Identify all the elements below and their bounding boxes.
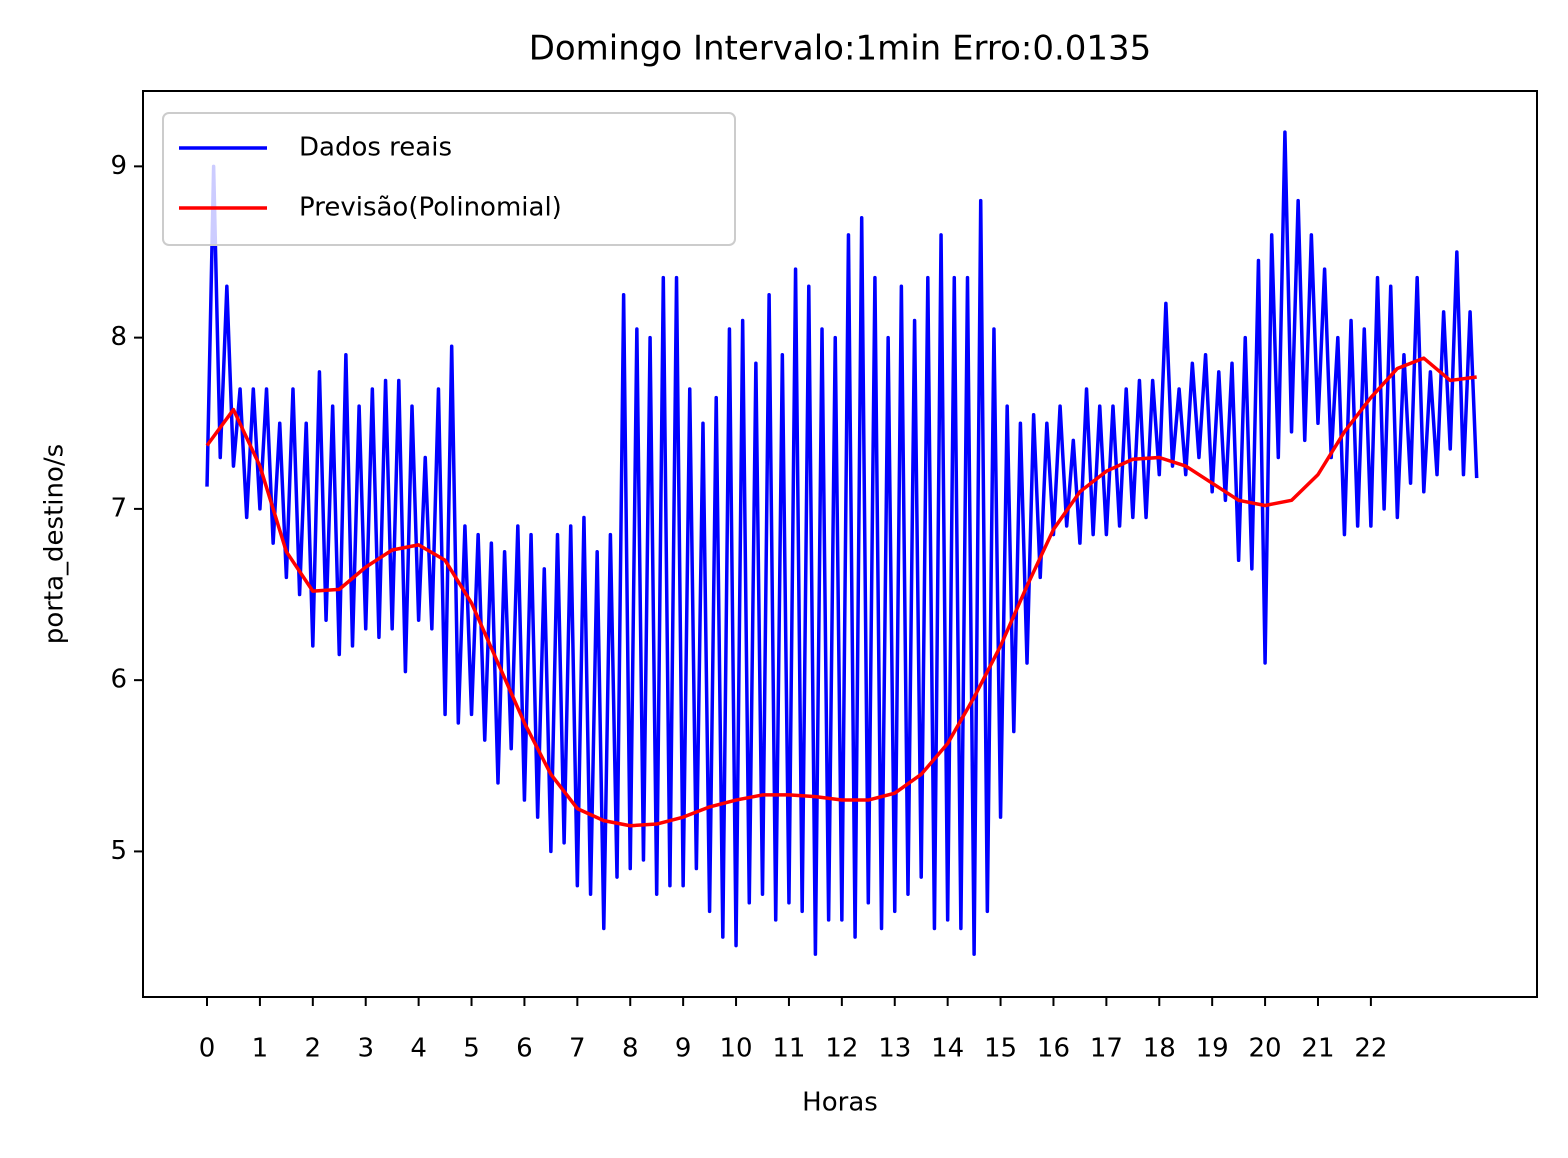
x-tick-label: 2 (305, 1034, 322, 1064)
series-line (205, 356, 1477, 828)
x-tick-label: 16 (1037, 1034, 1070, 1064)
legend-label: Previsão(Polinomial) (299, 193, 562, 223)
legend-label: Dados reais (299, 133, 452, 163)
y-tick-label: 5 (110, 836, 127, 866)
x-tick-label: 7 (569, 1034, 586, 1064)
legend-box (162, 112, 736, 246)
x-tick-label: 13 (878, 1034, 911, 1064)
x-tick-label: 18 (1143, 1034, 1176, 1064)
x-axis-label: Horas (802, 1088, 878, 1118)
x-tick-label: 10 (719, 1034, 752, 1064)
x-tick-label: 20 (1249, 1034, 1282, 1064)
y-tick-label: 8 (110, 322, 127, 352)
x-tick-label: 5 (463, 1034, 480, 1064)
x-tick-label: 19 (1196, 1034, 1229, 1064)
x-tick-label: 8 (622, 1034, 639, 1064)
x-tick-label: 9 (675, 1034, 692, 1064)
y-axis-label: porta_destino/s (40, 444, 70, 644)
x-tick-label: 11 (772, 1034, 805, 1064)
x-tick-label: 12 (825, 1034, 858, 1064)
legend: Dados reais Previsão(Polinomial) (162, 112, 736, 246)
plot-frame (142, 90, 1538, 998)
x-tick-label: 1 (252, 1034, 269, 1064)
chart-title: Domingo Intervalo:1min Erro:0.0135 (529, 29, 1152, 69)
x-tick-label: 4 (410, 1034, 427, 1064)
x-tick-label: 6 (516, 1034, 533, 1064)
y-tick-label: 7 (110, 493, 127, 523)
y-tick-label: 6 (110, 665, 127, 695)
x-tick-label: 17 (1090, 1034, 1123, 1064)
x-tick-label: 3 (357, 1034, 374, 1064)
y-tick-label: 9 (110, 151, 127, 181)
x-tick-label: 22 (1354, 1034, 1387, 1064)
x-tick-label: 21 (1301, 1034, 1334, 1064)
series-line (205, 130, 1479, 956)
x-tick-label: 15 (984, 1034, 1017, 1064)
x-tick-label: 14 (931, 1034, 964, 1064)
x-tick-label: 0 (199, 1034, 216, 1064)
